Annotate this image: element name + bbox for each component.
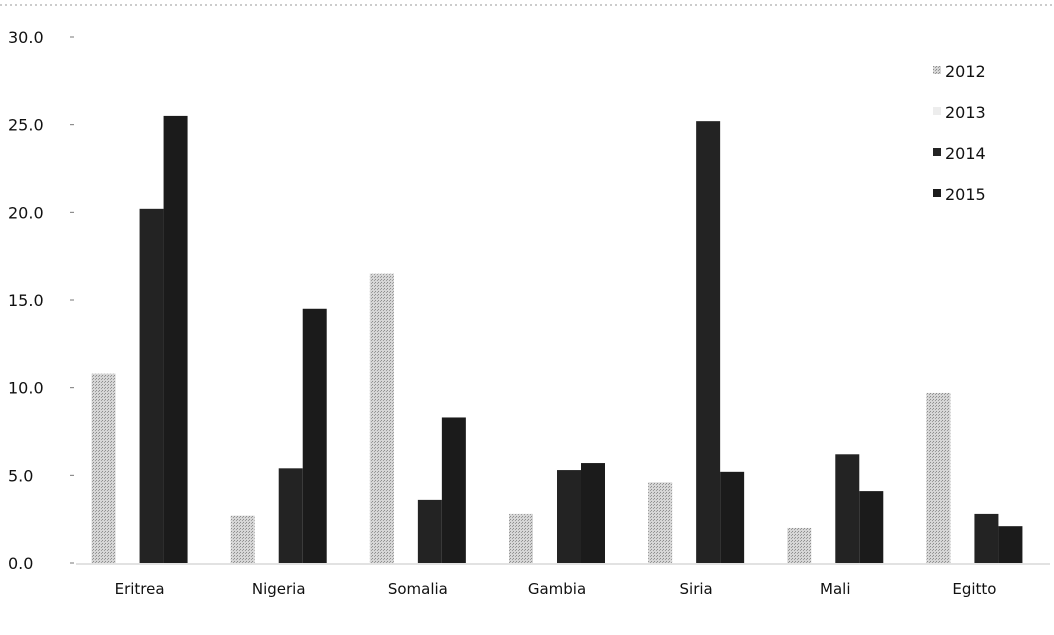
y-tick-label: 10.0 <box>8 379 44 398</box>
y-tick-label: 0.0 <box>8 554 33 573</box>
bar-2014-mali <box>835 454 860 563</box>
bar-2015-mali <box>859 491 884 563</box>
bar-2014-eritrea <box>139 208 164 563</box>
bar-2015-gambia <box>581 463 605 563</box>
y-tick-label: 25.0 <box>8 116 44 135</box>
y-tick-label: 15.0 <box>8 291 44 310</box>
legend-label-2012: 2012 <box>945 62 986 81</box>
x-category-label: Egitto <box>952 580 996 598</box>
y-tick-label: 5.0 <box>8 466 33 485</box>
axis-layer: 0.0 5.0 10.0 15.0 20.0 25.0 30.0 <box>8 28 1050 573</box>
y-tick-label: 30.0 <box>8 28 44 47</box>
bar-2015-eritrea <box>163 115 188 564</box>
bar-2014-somalia <box>417 499 442 563</box>
x-category-label: Gambia <box>528 580 586 598</box>
x-category-label: Nigeria <box>252 580 306 598</box>
bar-2015-somalia <box>441 417 466 563</box>
x-category-label: Somalia <box>388 580 448 598</box>
bar-2012-somalia <box>369 273 394 563</box>
bar-2014-gambia <box>557 470 581 563</box>
bar-2014-siria <box>696 121 721 563</box>
legend-label-2015: 2015 <box>945 185 986 204</box>
bar-2015-nigeria <box>302 308 327 563</box>
bar-2012-eritrea <box>91 373 116 563</box>
bar-2012-mali <box>787 527 812 563</box>
bar-2014-nigeria <box>278 468 303 563</box>
x-category-label: Siria <box>680 580 713 598</box>
y-tick-label: 20.0 <box>8 203 44 222</box>
labels-layer: Eritrea Nigeria Somalia Gambia Siria Mali Egit… <box>115 580 997 598</box>
legend-label-2013: 2013 <box>945 103 986 122</box>
legend-label-2014: 2014 <box>945 144 986 163</box>
x-category-label: Mali <box>820 580 850 598</box>
x-category-label: Eritrea <box>115 580 165 598</box>
bars-layer <box>91 115 1023 564</box>
bar-2015-egitto <box>998 526 1023 563</box>
bar-2015-siria <box>720 471 745 563</box>
bar-2014-egitto <box>974 513 999 563</box>
bar-2012-egitto <box>926 392 951 563</box>
legend-swatch-2014 <box>933 148 941 156</box>
bar-2012-nigeria <box>230 515 255 563</box>
bar-2012-gambia <box>509 513 533 563</box>
legend-swatch-2015 <box>933 189 941 197</box>
legend-swatch-2013 <box>933 107 941 115</box>
bar-2012-siria <box>648 482 673 563</box>
legend: 2012 2013 2014 2015 <box>933 62 986 204</box>
legend-swatch-2012 <box>933 66 941 74</box>
